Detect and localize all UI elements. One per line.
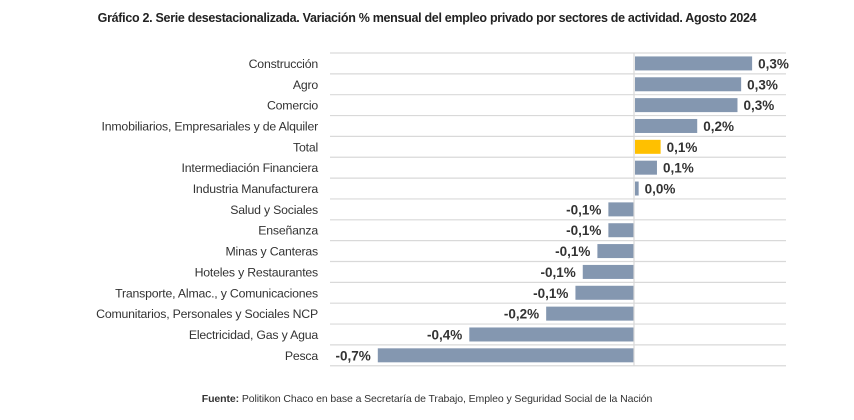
data-labels: 0,3% 0,3% 0,3% 0,2% 0,1% 0,1% 0,0% -0,1% -0,1% -0… xyxy=(336,56,789,363)
category-label: Comercio xyxy=(267,99,318,113)
bar-1 xyxy=(635,77,742,92)
bar-9 xyxy=(597,244,634,259)
bar-6 xyxy=(635,181,639,196)
data-label: 0,1% xyxy=(667,140,698,155)
category-label: Total xyxy=(293,140,318,154)
category-label: Transporte, Almac., y Comunicaciones xyxy=(115,286,318,300)
data-label: -0,1% xyxy=(555,244,590,259)
bar-8 xyxy=(608,223,634,238)
category-label: Intermediación Financiera xyxy=(182,161,319,175)
bar-11 xyxy=(575,285,634,300)
category-label: Agro xyxy=(293,78,319,92)
bar-10 xyxy=(582,264,634,279)
bar-4 xyxy=(635,139,661,154)
category-label: Inmobiliarios, Empresariales y de Alquil… xyxy=(102,119,319,133)
bar-2 xyxy=(635,98,738,113)
bar-5 xyxy=(635,160,657,175)
data-label: -0,7% xyxy=(336,348,371,363)
data-label: -0,1% xyxy=(566,223,601,238)
bar-7 xyxy=(608,202,634,217)
bar-14 xyxy=(377,348,634,363)
data-label: -0,2% xyxy=(504,307,539,322)
bar-12 xyxy=(546,306,634,321)
category-label: Hoteles y Restaurantes xyxy=(195,265,318,279)
data-label: -0,1% xyxy=(540,265,575,280)
category-labels: Construcción Agro Comercio Inmobiliarios, E… xyxy=(96,57,318,363)
source-text: Politikon Chaco en base a Secretaría de … xyxy=(239,393,653,405)
category-label: Industria Manufacturera xyxy=(193,182,319,196)
chart-title: Gráfico 2. Serie desestacionalizada. Var… xyxy=(97,11,757,25)
bar-0 xyxy=(635,56,753,71)
data-label: 0,3% xyxy=(743,98,774,113)
bar-3 xyxy=(635,118,698,133)
bar-13 xyxy=(469,327,634,342)
category-label: Enseñanza xyxy=(258,224,318,238)
category-label: Comunitarios, Personales y Sociales NCP xyxy=(96,307,318,321)
source-label: Fuente: xyxy=(201,393,239,405)
gridlines xyxy=(330,52,786,367)
bars xyxy=(377,56,753,363)
data-label: 0,0% xyxy=(645,182,676,197)
source-note: Fuente: Politikon Chaco en base a Secret… xyxy=(0,393,854,405)
category-label: Pesca xyxy=(285,349,319,363)
data-label: -0,4% xyxy=(427,327,462,342)
category-label: Minas y Canteras xyxy=(226,245,319,259)
category-label: Salud y Sociales xyxy=(230,203,318,217)
category-label: Electricidad, Gas y Agua xyxy=(189,328,319,342)
data-label: 0,3% xyxy=(758,56,789,71)
category-label: Construcción xyxy=(249,57,319,71)
data-label: 0,3% xyxy=(747,77,778,92)
data-label: 0,2% xyxy=(703,119,734,134)
data-label: 0,1% xyxy=(663,161,694,176)
data-label: -0,1% xyxy=(533,286,568,301)
data-label: -0,1% xyxy=(566,202,601,217)
